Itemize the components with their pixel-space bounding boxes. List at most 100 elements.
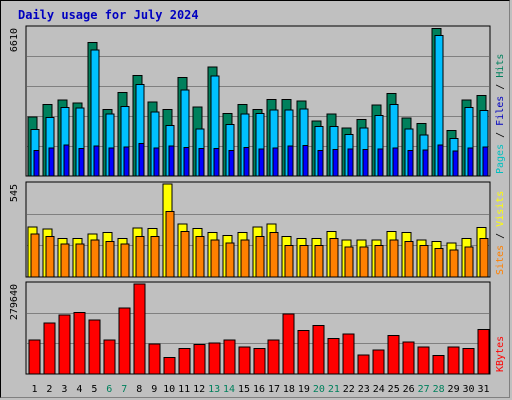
kbytes-bar [432, 355, 445, 375]
sites-bar [419, 245, 429, 278]
legend-: / [495, 227, 506, 239]
kbytes-bar [133, 283, 146, 375]
sites-bar [150, 236, 160, 278]
day-label: 10 [163, 384, 175, 395]
day-label: 30 [463, 384, 475, 395]
kbytes-bar [357, 354, 370, 375]
sites-bar [389, 239, 399, 278]
panel-2-ymax-label: 545 [9, 184, 20, 202]
kbytes-bar [462, 348, 475, 375]
legend-files: Files [495, 90, 506, 126]
sites-bar [60, 243, 70, 278]
pages-bar [243, 146, 250, 177]
pages-bar [272, 147, 279, 177]
kbytes-bar [447, 346, 460, 375]
sites-bar [210, 239, 220, 278]
sites-bar [135, 236, 145, 278]
pages-bar [198, 147, 205, 177]
pages-bar [138, 143, 145, 177]
day-label: 3 [61, 384, 67, 395]
kbytes-bar [297, 330, 310, 375]
legend-visits: Visits [495, 191, 506, 227]
sites-bar [180, 230, 190, 278]
kbytes-bar [58, 314, 71, 375]
kbytes-bar [282, 313, 295, 375]
pages-bar [213, 148, 220, 177]
kbytes-bar [88, 319, 101, 375]
day-label: 25 [388, 384, 400, 395]
kbytes-bar [342, 333, 355, 375]
chart-title: Daily usage for July 2024 [18, 8, 199, 22]
legend-sites: Sites [495, 239, 506, 275]
day-label: 17 [268, 384, 280, 395]
pages-bar [332, 149, 339, 177]
pages-bar [422, 149, 429, 177]
pages-bar [317, 149, 324, 177]
pages-bar [48, 147, 55, 177]
day-label: 19 [298, 384, 310, 395]
kbytes-bar [118, 307, 131, 375]
pages-bar [392, 147, 399, 177]
day-label: 14 [223, 384, 235, 395]
kbytes-bar [208, 342, 221, 375]
day-label: 27 [418, 384, 430, 395]
pages-bar [93, 145, 100, 177]
day-label: 24 [373, 384, 385, 395]
day-label: 12 [193, 384, 205, 395]
pages-bar [437, 144, 444, 177]
day-label: 22 [343, 384, 355, 395]
sites-bar [284, 245, 294, 278]
day-label: 28 [433, 384, 445, 395]
sites-bar [240, 239, 250, 278]
day-label: 21 [328, 384, 340, 395]
kbytes-bar [193, 344, 206, 375]
legend-hits: Hits [495, 54, 506, 78]
pages-bar [347, 148, 354, 177]
panel-3-legend: KBytes [495, 336, 506, 372]
panel-2-legend: Sites / Visits [495, 191, 506, 275]
pages-bar [108, 147, 115, 177]
sites-bar [105, 241, 115, 278]
sites-bar [314, 245, 324, 278]
pages-bar [168, 145, 175, 177]
sites-bar [120, 243, 130, 278]
day-label: 7 [121, 384, 127, 395]
pages-bar [153, 147, 160, 177]
sites-bar [30, 233, 40, 278]
sites-bar [75, 243, 85, 278]
panel-1-legend: Pages / Files / Hits [495, 54, 506, 174]
kbytes-bar [103, 339, 116, 375]
sites-bar [374, 245, 384, 278]
sites-bar [90, 239, 100, 278]
day-label: 8 [136, 384, 142, 395]
panel-3-ymax-label: 279640 [9, 284, 20, 320]
day-label: 23 [358, 384, 370, 395]
pages-bar [123, 146, 130, 177]
day-label: 26 [403, 384, 415, 395]
panel-1-ymax-label: 6610 [9, 28, 20, 52]
day-label: 20 [313, 384, 325, 395]
kbytes-bar [267, 339, 280, 375]
legend-kbytes: KBytes [495, 336, 506, 372]
sites-bar [404, 241, 414, 278]
sites-bar [299, 245, 309, 278]
sites-bar [434, 248, 444, 278]
kbytes-bar [312, 324, 325, 375]
sites-bar [479, 237, 489, 278]
kbytes-bar [417, 346, 430, 375]
sites-bar [195, 236, 205, 278]
pages-bar [228, 149, 235, 177]
day-label: 11 [178, 384, 190, 395]
day-label: 13 [208, 384, 220, 395]
pages-bar [183, 147, 190, 177]
pages-bar [302, 145, 309, 177]
pages-bar [287, 145, 294, 177]
day-label: 6 [106, 384, 112, 395]
day-label: 18 [283, 384, 295, 395]
sites-bar [329, 237, 339, 278]
legend-: / [495, 126, 506, 138]
pages-bar [377, 148, 384, 177]
day-label: 31 [477, 384, 489, 395]
